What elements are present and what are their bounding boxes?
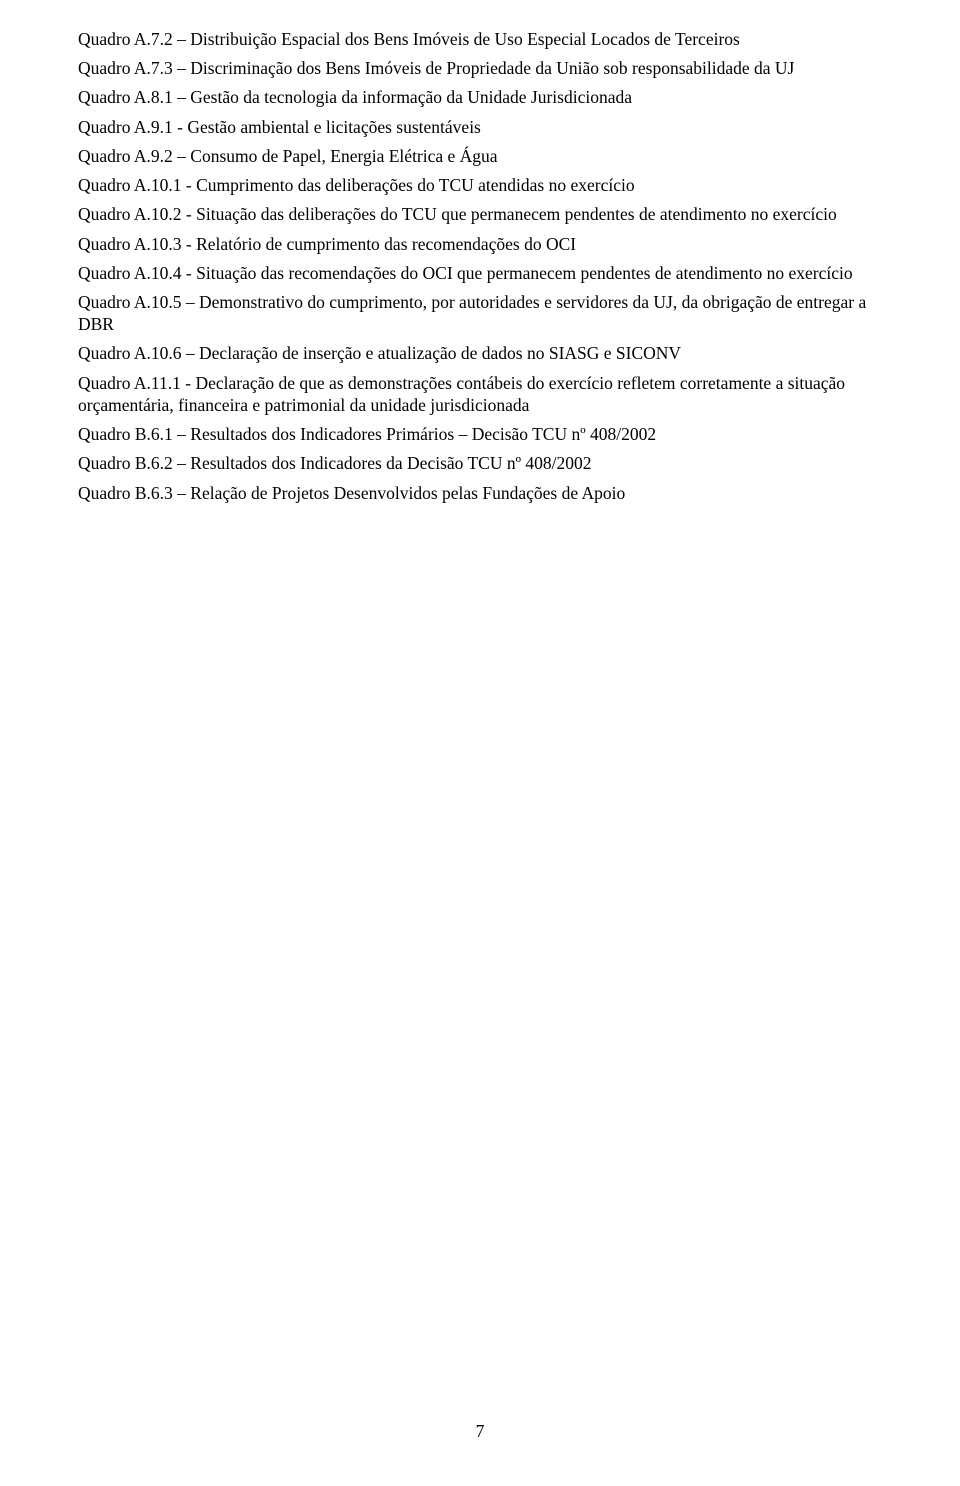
entry-list: Quadro A.7.2 – Distribuição Espacial dos…: [78, 28, 882, 504]
list-entry: Quadro A.10.5 – Demonstrativo do cumprim…: [78, 291, 882, 335]
list-entry: Quadro A.10.1 - Cumprimento das delibera…: [78, 174, 882, 196]
list-entry: Quadro A.10.4 - Situação das recomendaçõ…: [78, 262, 882, 284]
list-entry: Quadro A.7.2 – Distribuição Espacial dos…: [78, 28, 882, 50]
list-entry: Quadro A.10.6 – Declaração de inserção e…: [78, 342, 882, 364]
list-entry: Quadro A.9.1 - Gestão ambiental e licita…: [78, 116, 882, 138]
list-entry: Quadro A.10.2 - Situação das deliberaçõe…: [78, 203, 882, 225]
list-entry: Quadro A.9.2 – Consumo de Papel, Energia…: [78, 145, 882, 167]
page-number: 7: [0, 1421, 960, 1442]
list-entry: Quadro A.7.3 – Discriminação dos Bens Im…: [78, 57, 882, 79]
list-entry: Quadro A.8.1 – Gestão da tecnologia da i…: [78, 86, 882, 108]
list-entry: Quadro B.6.1 – Resultados dos Indicadore…: [78, 423, 882, 445]
list-entry: Quadro A.10.3 - Relatório de cumprimento…: [78, 233, 882, 255]
list-entry: Quadro B.6.2 – Resultados dos Indicadore…: [78, 452, 882, 474]
list-entry: Quadro A.11.1 - Declaração de que as dem…: [78, 372, 882, 416]
list-entry: Quadro B.6.3 – Relação de Projetos Desen…: [78, 482, 882, 504]
